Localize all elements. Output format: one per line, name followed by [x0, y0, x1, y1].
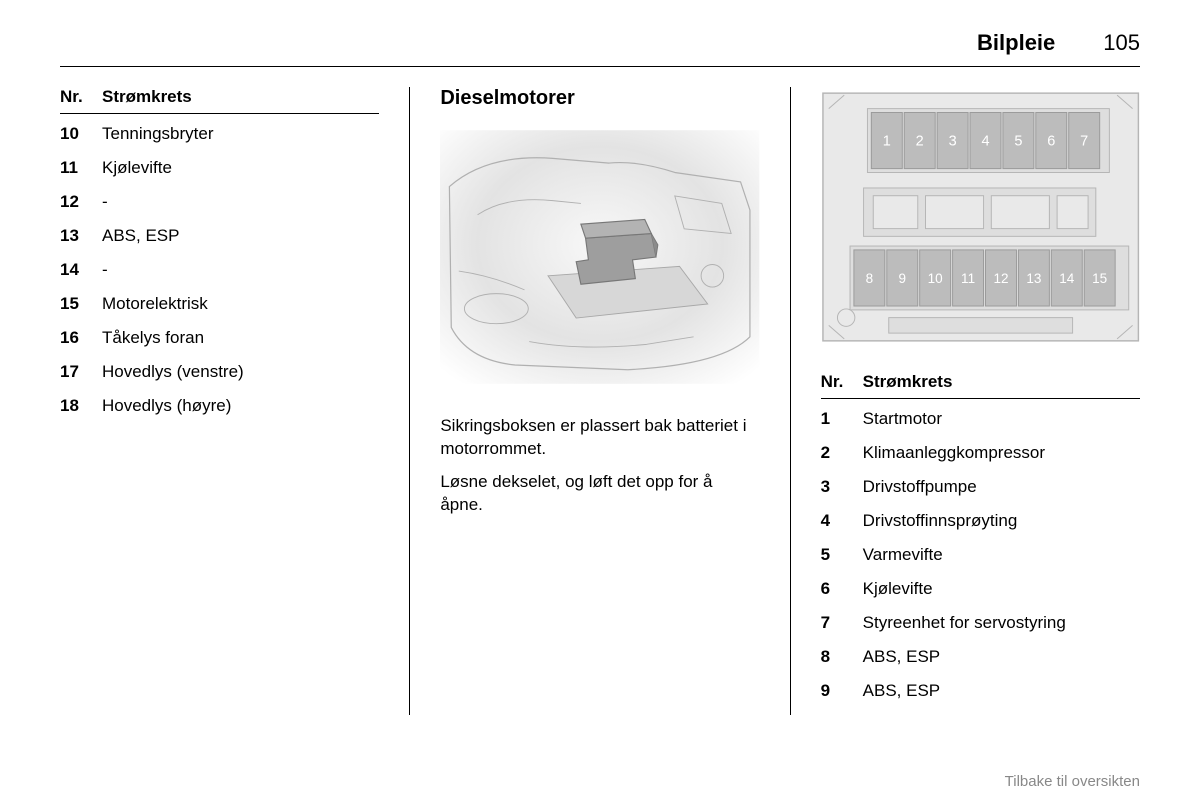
diesel-title: Dieselmotorer — [440, 87, 759, 110]
row-label: Tåkelys foran — [102, 328, 204, 348]
table-row: 18Hovedlys (høyre) — [60, 396, 379, 416]
column-1: Nr. Strømkrets 10Tenningsbryter11Kjølevi… — [60, 87, 410, 715]
svg-text:4: 4 — [981, 133, 989, 149]
svg-text:10: 10 — [927, 271, 942, 286]
row-nr: 15 — [60, 294, 102, 314]
row-nr: 14 — [60, 260, 102, 280]
column-2: Dieselmotorer — [410, 87, 790, 715]
svg-text:1: 1 — [882, 133, 890, 149]
row-nr: 16 — [60, 328, 102, 348]
fusebox-diagram: 123456789101112131415 — [821, 87, 1140, 347]
row-label: Kjølevifte — [102, 158, 172, 178]
table-row: 17Hovedlys (venstre) — [60, 362, 379, 382]
header-circuit: Strømkrets — [102, 87, 192, 107]
table-row: 6Kjølevifte — [821, 579, 1140, 599]
svg-text:3: 3 — [948, 133, 956, 149]
svg-text:14: 14 — [1059, 271, 1075, 286]
row-label: Tenningsbryter — [102, 124, 214, 144]
table-row: 5Varmevifte — [821, 545, 1140, 565]
table-row: 15Motorelektrisk — [60, 294, 379, 314]
back-to-overview-link[interactable]: Tilbake til oversikten — [1005, 773, 1140, 790]
svg-text:7: 7 — [1080, 133, 1088, 149]
table-row: 16Tåkelys foran — [60, 328, 379, 348]
row-label: Hovedlys (venstre) — [102, 362, 244, 382]
table-header: Nr. Strømkrets — [821, 372, 1140, 399]
row-label: Drivstoffinnsprøyting — [863, 511, 1018, 531]
row-label: Styreenhet for servostyring — [863, 613, 1066, 633]
header-circuit: Strømkrets — [863, 372, 953, 392]
row-nr: 12 — [60, 192, 102, 212]
page-number: 105 — [1103, 30, 1140, 56]
row-label: ABS, ESP — [863, 681, 940, 701]
table-row: 3Drivstoffpumpe — [821, 477, 1140, 497]
row-label: ABS, ESP — [102, 226, 179, 246]
table-row: 9ABS, ESP — [821, 681, 1140, 701]
table-row: 11Kjølevifte — [60, 158, 379, 178]
row-nr: 5 — [821, 545, 863, 565]
table-row: 8ABS, ESP — [821, 647, 1140, 667]
header-nr: Nr. — [60, 87, 102, 107]
table-row: 1Startmotor — [821, 409, 1140, 429]
row-nr: 4 — [821, 511, 863, 531]
table-header: Nr. Strømkrets — [60, 87, 379, 114]
row-nr: 11 — [60, 158, 102, 178]
row-label: - — [102, 260, 108, 280]
svg-text:13: 13 — [1026, 271, 1041, 286]
table-row: 4Drivstoffinnsprøyting — [821, 511, 1140, 531]
row-nr: 1 — [821, 409, 863, 429]
row-nr: 18 — [60, 396, 102, 416]
svg-text:8: 8 — [865, 271, 873, 286]
row-nr: 10 — [60, 124, 102, 144]
table-row: 13ABS, ESP — [60, 226, 379, 246]
row-nr: 3 — [821, 477, 863, 497]
row-label: Startmotor — [863, 409, 942, 429]
row-label: Drivstoffpumpe — [863, 477, 977, 497]
table-row: 10Tenningsbryter — [60, 124, 379, 144]
svg-text:12: 12 — [993, 271, 1008, 286]
engine-compartment-illustration — [440, 122, 759, 392]
svg-text:15: 15 — [1092, 271, 1107, 286]
col2-paragraph-2: Løsne dekselet, og løft det opp for å åp… — [440, 471, 759, 517]
table-row: 2Klimaanleggkompressor — [821, 443, 1140, 463]
table-row: 14- — [60, 260, 379, 280]
section-title: Bilpleie — [977, 30, 1055, 56]
row-label: - — [102, 192, 108, 212]
row-nr: 7 — [821, 613, 863, 633]
row-nr: 13 — [60, 226, 102, 246]
page-header: Bilpleie 105 — [60, 30, 1140, 67]
row-nr: 9 — [821, 681, 863, 701]
row-nr: 6 — [821, 579, 863, 599]
row-label: Varmevifte — [863, 545, 943, 565]
svg-text:2: 2 — [915, 133, 923, 149]
row-label: Klimaanleggkompressor — [863, 443, 1045, 463]
row-nr: 2 — [821, 443, 863, 463]
table-row: 12- — [60, 192, 379, 212]
row-label: Motorelektrisk — [102, 294, 208, 314]
row-label: Hovedlys (høyre) — [102, 396, 231, 416]
svg-text:9: 9 — [898, 271, 906, 286]
column-3: 123456789101112131415 Nr. Strømkrets 1St… — [791, 87, 1140, 715]
row-nr: 8 — [821, 647, 863, 667]
svg-text:6: 6 — [1047, 133, 1055, 149]
svg-text:11: 11 — [961, 271, 975, 286]
header-nr: Nr. — [821, 372, 863, 392]
svg-text:5: 5 — [1014, 133, 1022, 149]
row-nr: 17 — [60, 362, 102, 382]
row-label: Kjølevifte — [863, 579, 933, 599]
col2-paragraph-1: Sikringsboksen er plassert bak batteriet… — [440, 415, 759, 461]
table-row: 7Styreenhet for servostyring — [821, 613, 1140, 633]
row-label: ABS, ESP — [863, 647, 940, 667]
